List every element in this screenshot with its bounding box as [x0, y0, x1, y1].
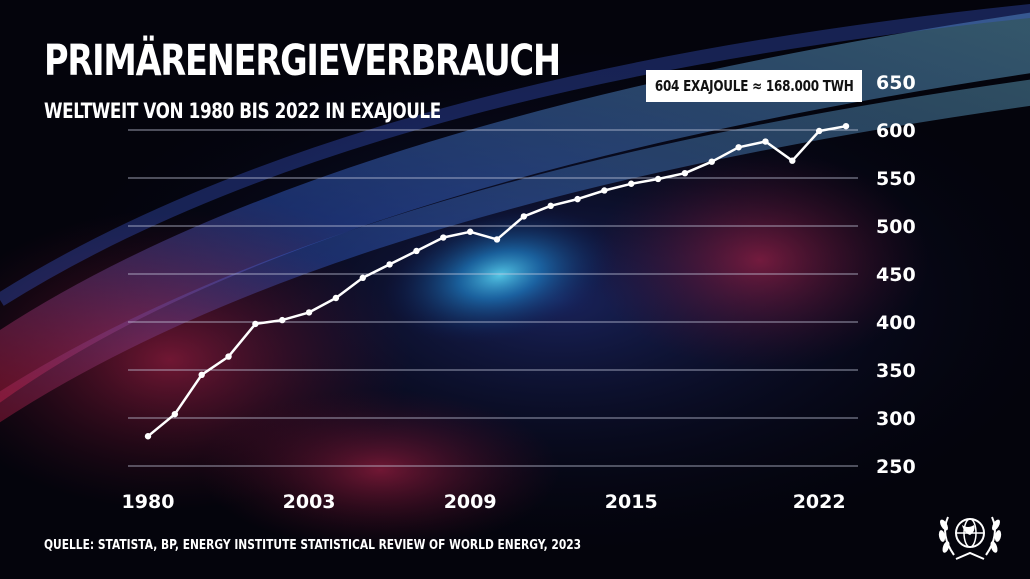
data-point	[359, 274, 366, 282]
value-callout: 604 EXAJOULE ≈ 168.000 TWH	[646, 70, 862, 102]
x-tick-label: 2022	[793, 491, 846, 513]
data-point	[628, 180, 635, 187]
data-point	[413, 247, 420, 255]
data-point	[789, 157, 796, 164]
data-point	[440, 234, 447, 241]
x-axis-ticks: 1980 2003 2009 2015 2022	[122, 491, 846, 513]
y-tick-label: 350	[876, 360, 916, 382]
y-tick-label: 600	[876, 120, 916, 142]
data-point	[386, 261, 393, 268]
data-point	[762, 138, 769, 145]
data-point	[708, 158, 715, 165]
chart-title: PRIMÄRENERGIEVERBRAUCH	[44, 36, 561, 86]
y-tick-label: 450	[876, 264, 916, 286]
data-point	[252, 320, 259, 328]
y-tick-label: 400	[876, 312, 916, 334]
x-tick-label: 1980	[122, 491, 175, 513]
y-tick-label: 300	[876, 408, 916, 430]
data-point	[198, 371, 205, 378]
data-point	[815, 127, 823, 135]
source-note: QUELLE: STATISTA, BP, ENERGY INSTITUTE S…	[44, 538, 582, 553]
data-point	[493, 236, 501, 243]
data-point	[601, 187, 608, 194]
x-tick-label: 2009	[444, 491, 497, 513]
gridlines	[128, 129, 858, 467]
data-point	[574, 195, 581, 203]
chart-subtitle: WELTWEIT VON 1980 BIS 2022 IN EXAJOULE	[44, 99, 441, 123]
data-point	[305, 309, 313, 316]
data-point	[171, 410, 179, 418]
y-axis-ticks: 250 300 350 400 450 500 550 600 650	[876, 72, 916, 478]
data-point	[279, 316, 286, 324]
data-point	[225, 353, 232, 360]
y-tick-label: 500	[876, 216, 916, 238]
y-tick-label: 650	[876, 72, 916, 94]
data-point	[654, 175, 662, 183]
data-point	[466, 228, 474, 235]
data-point	[735, 144, 742, 151]
data-point	[547, 202, 554, 210]
x-tick-label: 2003	[283, 491, 336, 513]
data-point	[144, 433, 152, 440]
data-point	[842, 122, 850, 130]
y-tick-label: 250	[876, 456, 916, 478]
x-tick-label: 2015	[605, 491, 658, 513]
y-tick-label: 550	[876, 168, 916, 190]
series-line	[147, 124, 847, 438]
callout-label: 604 EXAJOULE ≈ 168.000 TWH	[654, 77, 854, 95]
data-point	[681, 170, 689, 177]
data-point	[332, 294, 340, 302]
globe-laurel-icon	[938, 516, 1002, 560]
data-point	[520, 213, 528, 220]
series-energy	[144, 122, 850, 440]
